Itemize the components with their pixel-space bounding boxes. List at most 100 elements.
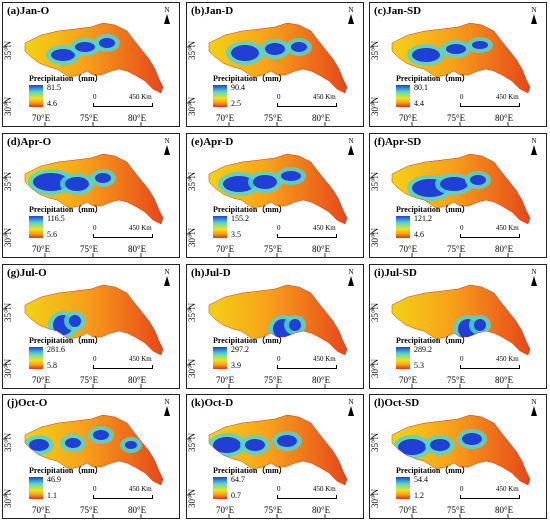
scale-distance-label: 450 Km (496, 224, 519, 232)
longitude-label: 75°E (447, 505, 466, 515)
north-arrow-icon: N (528, 137, 540, 157)
legend-title: Precipitation（mm） (213, 205, 287, 214)
legend-min-value: 5.8 (47, 361, 57, 370)
scale-zero-label: 0 (460, 485, 464, 493)
panel-title: (c)Jan-SD (374, 5, 422, 17)
map-panel: (a)Jan-O N Precipitation（mm） 81.5 4.6 0 450 Km (2, 2, 180, 127)
longitude-label: 70°E (32, 113, 51, 123)
latitude-label: 30°N (3, 358, 13, 378)
legend-title: Precipitation（mm） (396, 336, 470, 345)
longitude-label: 70°E (32, 505, 51, 515)
legend-min-value: 0.7 (231, 491, 241, 500)
scale-distance-label: 450 Km (129, 355, 152, 363)
map-panel: (c)Jan-SD N Precipitation（mm） 80.1 4.4 0 450 K… (369, 2, 547, 127)
scale-distance-label: 450 Km (313, 93, 336, 101)
precipitation-map (370, 22, 531, 126)
longitude-label: 70°E (399, 375, 418, 385)
legend-min-value: 4.4 (414, 99, 424, 108)
scale-zero-label: 0 (93, 224, 97, 232)
scale-bar (460, 495, 520, 499)
longitude-label: 75°E (447, 375, 466, 385)
legend-min-value: 2.5 (231, 99, 241, 108)
longitude-label: 80°E (128, 505, 147, 515)
north-arrow-icon: N (345, 398, 357, 418)
longitude-label: 75°E (80, 244, 99, 254)
longitude-label: 70°E (216, 505, 235, 515)
scale-bar (93, 103, 153, 107)
legend-min-value: 4.6 (414, 230, 424, 239)
map-panel: (h)Jul-D N Precipitation（mm） 297.2 3.9 0 450 K… (186, 264, 364, 389)
latitude-label: 35°N (3, 302, 13, 322)
legend-color-ramp (213, 477, 227, 499)
panel-title: (h)Jul-D (191, 267, 231, 279)
legend-max-value: 80.1 (414, 83, 428, 92)
scale-distance-label: 450 Km (313, 355, 336, 363)
longitude-label: 80°E (495, 244, 514, 254)
latitude-label: 30°N (187, 358, 197, 378)
latitude-label: 30°N (187, 96, 197, 116)
precipitation-map (187, 22, 348, 126)
longitude-label: 75°E (264, 505, 283, 515)
scale-bar (93, 365, 153, 369)
longitude-label: 80°E (312, 244, 331, 254)
panel-title: (i)Jul-SD (374, 267, 417, 279)
legend-title: Precipitation（mm） (213, 74, 287, 83)
scale-bar (277, 234, 337, 238)
precipitation-map (3, 153, 164, 257)
latitude-label: 35°N (187, 302, 197, 322)
legend-max-value: 155.2 (231, 214, 249, 223)
scale-distance-label: 450 Km (496, 355, 519, 363)
legend-title: Precipitation（mm） (213, 466, 287, 475)
scale-zero-label: 0 (277, 485, 281, 493)
north-arrow-icon: N (528, 398, 540, 418)
legend-color-ramp (213, 216, 227, 238)
map-panel: (l)Oct-SD N Precipitation（mm） 54.4 1.2 0 450 K… (369, 394, 547, 519)
longitude-label: 75°E (80, 375, 99, 385)
latitude-label: 35°N (3, 432, 13, 452)
scale-bar (277, 103, 337, 107)
longitude-label: 80°E (495, 113, 514, 123)
longitude-label: 80°E (312, 113, 331, 123)
panel-title: (e)Apr-D (191, 136, 234, 148)
scale-distance-label: 450 Km (129, 93, 152, 101)
north-arrow-icon: N (161, 398, 173, 418)
longitude-label: 70°E (32, 375, 51, 385)
longitude-label: 70°E (399, 505, 418, 515)
latitude-label: 35°N (3, 171, 13, 191)
scale-bar (277, 495, 337, 499)
latitude-label: 35°N (3, 40, 13, 60)
scale-zero-label: 0 (277, 93, 281, 101)
north-arrow-icon: N (161, 268, 173, 288)
legend-color-ramp (29, 85, 43, 107)
scale-bar (93, 234, 153, 238)
latitude-label: 30°N (187, 227, 197, 247)
legend-max-value: 90.4 (231, 83, 245, 92)
longitude-label: 70°E (216, 375, 235, 385)
legend-max-value: 116.5 (47, 214, 65, 223)
scale-distance-label: 450 Km (496, 485, 519, 493)
longitude-label: 80°E (495, 505, 514, 515)
scale-zero-label: 0 (460, 224, 464, 232)
panel-title: (a)Jan-O (7, 5, 50, 17)
legend-title: Precipitation（mm） (213, 336, 287, 345)
scale-distance-label: 450 Km (129, 485, 152, 493)
legend-title: Precipitation（mm） (396, 74, 470, 83)
longitude-label: 75°E (264, 244, 283, 254)
legend-color-ramp (29, 477, 43, 499)
scale-zero-label: 0 (93, 355, 97, 363)
legend-min-value: 4.6 (47, 99, 57, 108)
scale-zero-label: 0 (277, 224, 281, 232)
longitude-label: 75°E (80, 113, 99, 123)
precipitation-map (3, 22, 164, 126)
longitude-label: 80°E (128, 113, 147, 123)
scale-bar (460, 365, 520, 369)
longitude-label: 70°E (399, 244, 418, 254)
legend-title: Precipitation（mm） (29, 336, 103, 345)
panel-title: (f)Apr-SD (374, 136, 422, 148)
legend-color-ramp (396, 85, 410, 107)
legend-max-value: 289.2 (414, 345, 432, 354)
legend-color-ramp (396, 347, 410, 369)
legend-title: Precipitation（mm） (29, 74, 103, 83)
legend-max-value: 64.7 (231, 475, 245, 484)
legend-min-value: 5.6 (47, 230, 57, 239)
